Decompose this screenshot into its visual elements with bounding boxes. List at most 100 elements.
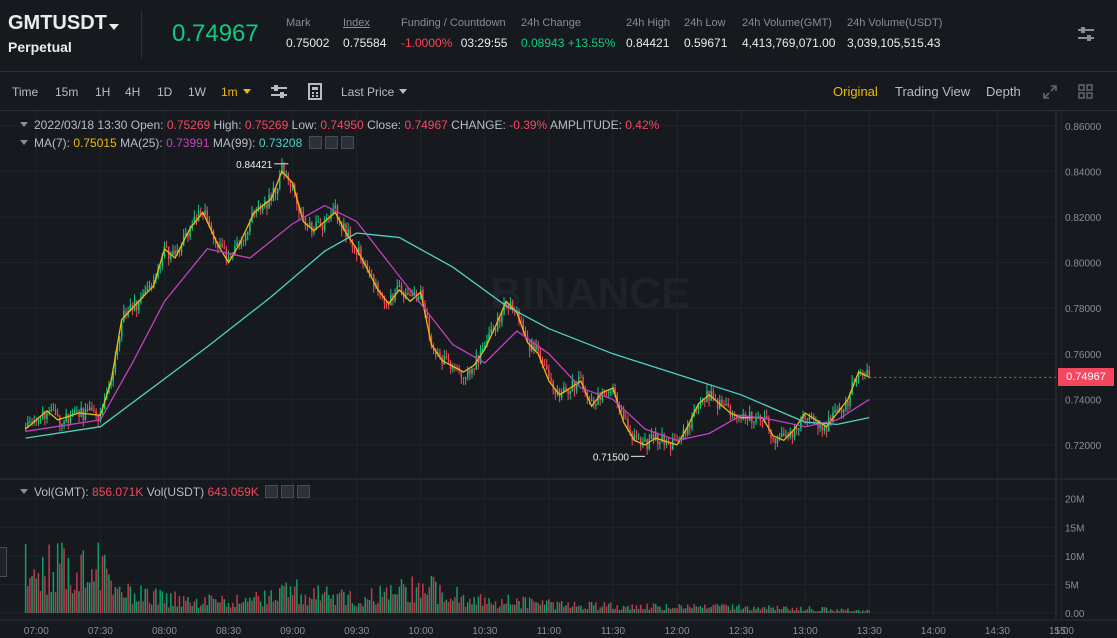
eye-icon[interactable] (265, 485, 279, 498)
volume-bar (319, 600, 322, 613)
close-icon[interactable] (340, 136, 354, 149)
volume-bar (91, 569, 93, 613)
collapse-icon[interactable] (20, 489, 28, 494)
legend-amplitude: 0.42% (625, 118, 660, 132)
interval-1m[interactable]: 1m (221, 85, 238, 99)
collapse-icon[interactable] (20, 140, 28, 145)
volume-bar (620, 609, 623, 613)
volume-bar (69, 585, 72, 613)
candle-body (61, 423, 63, 426)
volume-bar (783, 606, 785, 613)
price-chart[interactable]: BINANCE 0.84421 0.71500 0.86000 0.84000 0.820… (0, 111, 1117, 638)
volume-bar (345, 604, 347, 613)
candle-body (125, 311, 127, 316)
stat-index[interactable]: Index 0.75584 (343, 17, 386, 50)
gear-icon[interactable] (324, 136, 338, 149)
view-original[interactable]: Original (833, 84, 878, 99)
volume-bar (39, 591, 42, 613)
volume-bar (159, 589, 161, 613)
candle-body (868, 369, 870, 376)
volume-bar (693, 604, 695, 613)
time-axis: 07:00 07:30 08:00 08:30 09:00 09:30 10:00 10:30… (24, 626, 1075, 637)
candle-body (825, 426, 828, 432)
candle (63, 419, 65, 430)
candle (710, 384, 712, 401)
calculator-icon[interactable] (308, 83, 322, 100)
stat-label[interactable]: Index (343, 17, 370, 29)
volume-bar (142, 601, 144, 613)
candle-body (823, 426, 826, 431)
volume-bar (823, 607, 826, 613)
stat-value: 0.84421 (626, 36, 670, 50)
volume-bar (535, 602, 537, 613)
volume-bar (185, 600, 187, 613)
candle (650, 427, 653, 440)
volume-bar (855, 610, 858, 613)
view-trading-view[interactable]: Trading View (895, 84, 971, 99)
candle-body (428, 317, 431, 337)
symbol-name[interactable]: GMTUSDT (8, 12, 107, 34)
volume-bar (691, 608, 693, 613)
volume-bar (163, 603, 166, 613)
candle (494, 328, 497, 336)
candle (452, 363, 454, 373)
volume-bar (513, 604, 516, 613)
close-icon[interactable] (297, 485, 311, 498)
volume-bar (851, 611, 853, 613)
candle-body (360, 247, 362, 260)
collapse-icon[interactable] (20, 122, 28, 127)
volume-bar (140, 585, 142, 613)
low-marker-label: 0.71500 (593, 452, 630, 463)
volume-bar (462, 594, 465, 613)
view-depth[interactable]: Depth (986, 84, 1021, 99)
sliders-icon[interactable] (1077, 26, 1095, 42)
candle-body (665, 441, 668, 445)
volume-bar (112, 594, 114, 613)
candle-body (520, 320, 522, 322)
candle-body (855, 380, 858, 383)
interval-1d[interactable]: 1D (157, 85, 173, 99)
candle (727, 398, 730, 408)
interval-4h[interactable]: 4H (125, 85, 141, 99)
legend-vol-usdt: 643.059K (207, 485, 259, 499)
interval-1h[interactable]: 1H (95, 85, 111, 99)
candle (669, 441, 672, 457)
volume-bar (392, 594, 394, 613)
indicator-settings-icon[interactable] (270, 84, 288, 99)
gear-icon[interactable] (281, 485, 295, 498)
volume-bar (398, 586, 401, 613)
panel-resize-handle[interactable] (0, 547, 7, 577)
candle-body (691, 416, 693, 429)
volume-bar (499, 606, 501, 613)
candle-body (383, 296, 386, 304)
interval-1w[interactable]: 1W (188, 85, 206, 99)
expand-icon[interactable] (1043, 85, 1057, 99)
volume-bar (676, 608, 678, 613)
eye-icon[interactable] (308, 136, 322, 149)
candle-body (255, 210, 258, 215)
candle-body (518, 310, 520, 321)
chart-grid (0, 111, 1062, 620)
interval-1m-dropdown[interactable]: 1m (221, 85, 251, 99)
volume-bar (548, 599, 550, 613)
candle-body (770, 429, 772, 438)
price-type-label[interactable]: Last Price (341, 85, 395, 99)
candle-body (31, 421, 33, 424)
price-type-dropdown[interactable]: Last Price (341, 85, 408, 99)
layout-grid-icon[interactable] (1078, 84, 1093, 99)
candle-body (488, 333, 490, 341)
candle (866, 363, 868, 376)
volume-bar (59, 563, 61, 613)
volume-bar (106, 568, 108, 613)
candle-body (334, 205, 337, 210)
interval-15m[interactable]: 15m (55, 85, 79, 99)
volume-bar (449, 598, 452, 613)
legend-close: 0.74967 (404, 118, 448, 132)
candle-body (484, 346, 486, 348)
volume-bar (748, 610, 751, 613)
legend-change: -0.39% (509, 118, 548, 132)
volume-bar (289, 586, 292, 613)
symbol-dropdown-icon[interactable] (109, 24, 119, 30)
volume-bar (586, 609, 589, 613)
interval-time[interactable]: Time (12, 85, 39, 99)
